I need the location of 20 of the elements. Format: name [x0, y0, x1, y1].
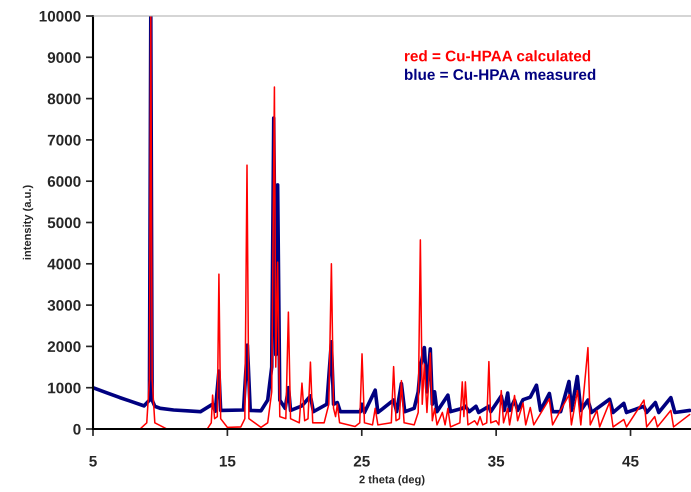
- y-tick-label: 1000: [48, 382, 81, 394]
- x-axis-title: 2 theta (deg): [359, 475, 424, 486]
- x-tick-label: 15: [220, 456, 236, 467]
- x-tick-label: 35: [488, 456, 504, 467]
- y-tick-label: 0: [73, 424, 81, 435]
- y-tick-label: 10000: [40, 10, 81, 22]
- y-axis-title: intensity (a.u.): [22, 185, 34, 260]
- x-tick-label: 5: [89, 456, 97, 467]
- x-tick-label: 25: [354, 456, 370, 467]
- y-tick-label: 7000: [48, 134, 81, 146]
- y-tick-label: 8000: [48, 93, 81, 104]
- y-tick-label: 5000: [48, 217, 81, 228]
- annotation: red = Cu-HPAA calculated: [404, 50, 590, 62]
- x-tick-label: 45: [622, 456, 639, 467]
- y-tick-label: 3000: [48, 300, 81, 311]
- y-tick-label: 4000: [47, 258, 81, 270]
- y-tick-label: 9000: [48, 52, 81, 63]
- y-tick-label: 2000: [48, 341, 81, 352]
- annotation: blue = Cu-HPAA measured: [404, 68, 596, 80]
- y-tick-label: 6000: [48, 176, 81, 187]
